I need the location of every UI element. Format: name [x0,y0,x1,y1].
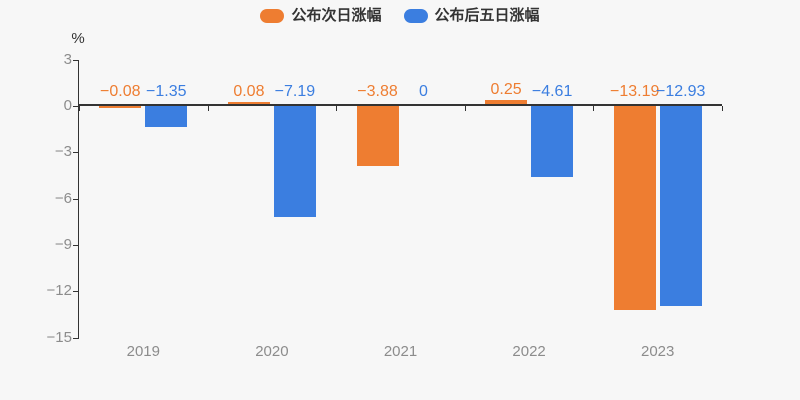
y-axis-tick-label: −6 [54,189,72,207]
y-axis-tick [73,152,79,154]
x-axis-tick [336,106,338,111]
x-axis-tick [593,106,595,111]
x-axis-zero-line [79,104,722,106]
y-axis-tick [73,106,79,107]
bar-value-label-next-day-2020: 0.08 [233,83,265,100]
y-axis-tick-label: −3 [54,143,72,161]
y-axis-tick [73,59,79,61]
x-axis-tick [722,106,723,111]
bar-value-label-five-day-2020: −7.19 [274,83,316,100]
y-axis-tick-label: −15 [46,328,72,346]
x-axis-label-2022: 2022 [512,343,546,360]
bar-next-day-2023 [613,106,656,310]
y-axis-tick-label: 0 [63,97,72,114]
x-axis-tick [464,106,466,111]
legend-label: 公布次日涨幅 [291,7,382,24]
legend-label: 公布后五日涨幅 [434,7,540,24]
x-axis-label-2020: 2020 [255,343,289,360]
y-axis-tick [73,198,79,200]
bar-value-label-next-day-2019: −0.08 [100,83,141,100]
legend: 公布次日涨幅 公布后五日涨幅 [0,6,800,26]
y-axis-tick [73,245,79,246]
legend-swatch-icon [260,9,285,23]
bar-value-label-next-day-2023: −13.19 [609,83,660,100]
legend-item-next-day[interactable]: 公布次日涨幅 [260,6,382,26]
x-axis-tick [207,106,209,111]
x-axis-label-2023: 2023 [641,343,675,360]
bar-five-day-2023 [659,106,702,306]
bar-value-label-five-day-2023: −12.93 [655,83,706,100]
x-axis-label-2019: 2019 [126,343,160,360]
bar-value-label-five-day-2021: 0 [419,83,428,100]
bar-value-label-next-day-2021: −3.88 [357,83,398,100]
bar-five-day-2020 [273,106,316,218]
y-axis-tick-label: 3 [63,50,72,68]
bar-value-label-next-day-2022: 0.25 [490,81,522,99]
y-axis-tick [73,291,79,293]
legend-swatch-icon [403,9,428,23]
bar-next-day-2022 [485,100,528,104]
bar-value-label-five-day-2019: −1.35 [146,83,187,100]
bar-next-day-2021 [356,106,399,166]
bar-five-day-2022 [531,106,574,178]
y-axis-tick-label: −12 [46,282,72,300]
y-axis-unit-label: % [71,30,85,47]
bar-value-label-five-day-2022: −4.61 [531,83,573,100]
x-axis-label-2021: 2021 [383,343,418,360]
x-axis-tick [79,106,80,111]
bar-next-day-2020 [227,102,270,104]
legend-item-five-day[interactable]: 公布后五日涨幅 [403,6,540,26]
y-axis-tick [73,337,79,339]
bar-next-day-2019 [99,106,142,108]
y-axis-tick-label: −9 [54,236,72,253]
bar-five-day-2019 [145,106,188,127]
